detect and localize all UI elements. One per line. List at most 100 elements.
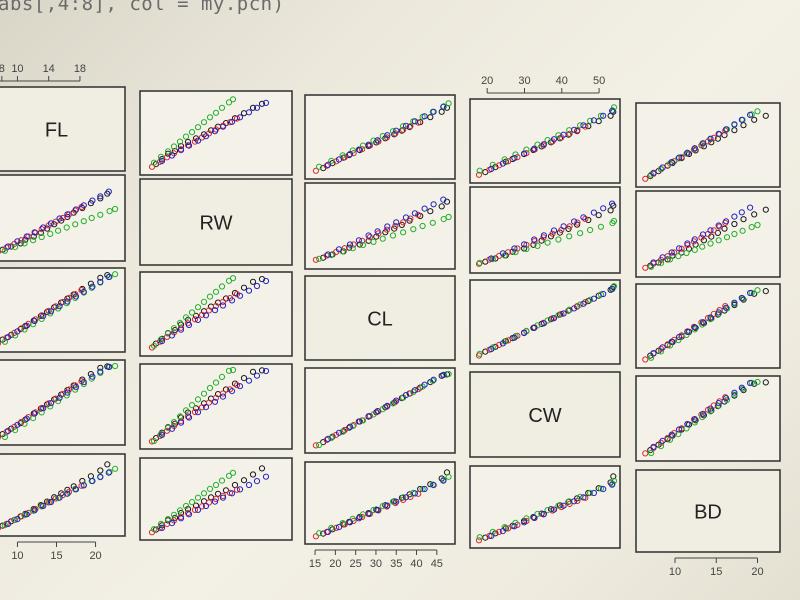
point-blue [430, 376, 437, 383]
panel-frame [0, 453, 126, 537]
point-blue [202, 312, 210, 319]
point-green [106, 468, 113, 475]
point-red [496, 162, 503, 169]
point-green [597, 112, 605, 119]
point-blue [365, 141, 372, 148]
point-blue [14, 421, 21, 428]
point-blue [5, 334, 12, 341]
point-red [312, 442, 319, 449]
point-green [657, 165, 665, 172]
scatter-panel-rw-vs-fl [0, 174, 126, 262]
point-blue [531, 514, 538, 522]
point-blue [262, 99, 270, 107]
point-blue [80, 379, 87, 386]
point-blue [219, 393, 227, 400]
point-green [666, 256, 674, 263]
point-red [72, 207, 79, 214]
point-green [200, 119, 208, 126]
point-green [648, 354, 655, 361]
point-green [72, 386, 79, 393]
point-blue [168, 152, 176, 159]
point-blue [14, 238, 21, 245]
point-red [359, 237, 366, 244]
variable-label-cw: CW [528, 405, 561, 427]
point-green [707, 316, 714, 323]
point-red [415, 386, 422, 393]
tick-label: 8 [0, 63, 5, 75]
panel-frame [304, 275, 456, 361]
point-green [512, 151, 519, 158]
point-green [188, 129, 196, 136]
point-blue [236, 292, 244, 299]
point-black [708, 139, 715, 146]
point-blue [194, 137, 202, 144]
point-black [240, 375, 248, 382]
point-blue [540, 232, 548, 239]
point-green [1, 433, 8, 441]
point-green [610, 217, 618, 225]
point-blue [560, 131, 567, 138]
point-green [55, 227, 62, 234]
point-blue [421, 485, 428, 493]
tick-label: 20 [751, 566, 763, 578]
point-blue [650, 443, 657, 450]
point-red [505, 337, 512, 344]
point-blue [31, 410, 38, 417]
point-blue [421, 113, 428, 120]
point-green [723, 234, 731, 241]
point-blue [31, 317, 38, 325]
point-blue [5, 243, 12, 250]
point-green [597, 291, 605, 298]
point-red [710, 134, 717, 141]
diagonal-panel-cl: CL [304, 275, 456, 361]
point-red [400, 219, 407, 226]
point-blue [211, 307, 219, 314]
point-green [106, 208, 113, 215]
point-red [191, 138, 199, 145]
point-blue [684, 240, 691, 247]
point-black [258, 367, 266, 374]
point-blue [571, 305, 578, 312]
point-green [476, 259, 483, 266]
point-green [691, 246, 698, 253]
point-blue [5, 427, 12, 434]
point-green [188, 402, 196, 409]
point-black [44, 308, 51, 315]
point-blue [560, 310, 567, 317]
point-green [429, 377, 436, 384]
point-black [762, 112, 769, 119]
point-blue [335, 429, 343, 436]
point-green [200, 390, 208, 397]
point-green [212, 109, 220, 116]
point-blue [56, 303, 63, 310]
point-green [501, 338, 508, 345]
point-green [489, 344, 496, 351]
point-blue [185, 414, 193, 421]
panel-frame [0, 267, 126, 353]
point-blue [699, 319, 707, 326]
point-blue [64, 298, 71, 305]
point-green [512, 333, 519, 340]
point-black [329, 526, 336, 533]
point-green [657, 348, 665, 355]
point-red [0, 526, 1, 531]
point-green [476, 534, 483, 541]
point-black [610, 473, 617, 480]
point-black [249, 368, 257, 375]
tick-label: 15 [710, 566, 722, 578]
point-black [607, 207, 614, 214]
point-green [476, 167, 483, 174]
point-blue [56, 394, 63, 401]
point-blue [600, 112, 607, 119]
point-green [1, 247, 8, 254]
point-blue [219, 123, 227, 130]
tick-label: 10 [11, 63, 23, 75]
point-blue [374, 408, 381, 415]
point-blue [105, 363, 112, 371]
point-blue [384, 502, 391, 509]
panel-frame [635, 190, 781, 278]
point-green [316, 530, 323, 537]
point-red [505, 158, 512, 165]
point-green [212, 379, 220, 386]
point-green [419, 222, 426, 230]
